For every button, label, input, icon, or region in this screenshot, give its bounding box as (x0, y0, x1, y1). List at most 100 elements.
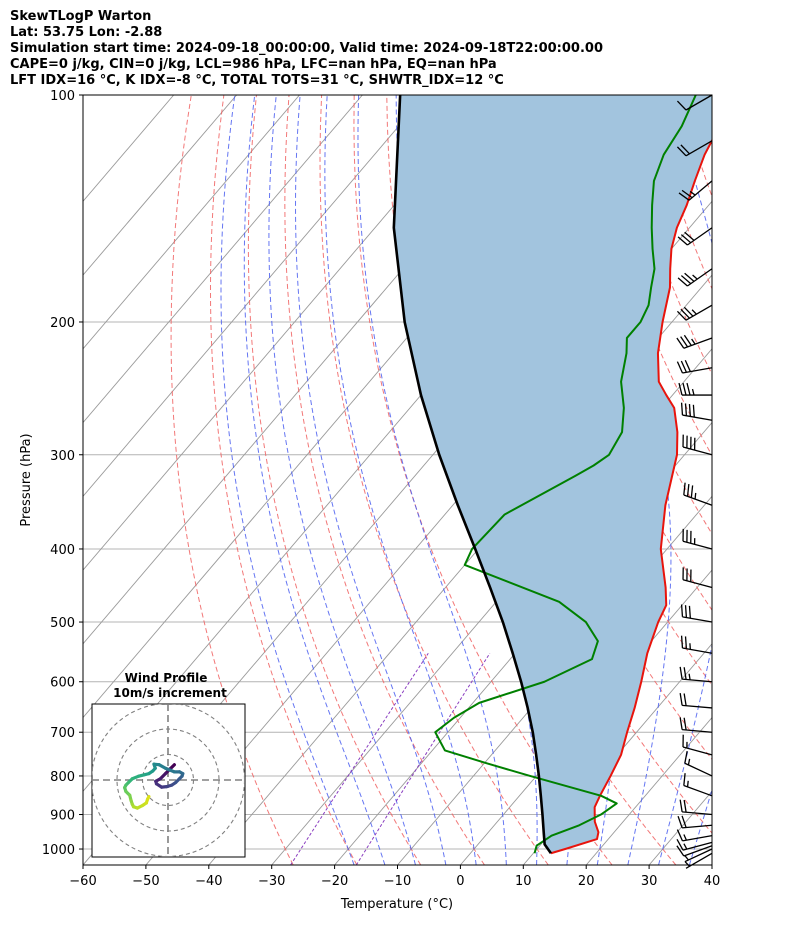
dry-adiabat (484, 95, 712, 686)
dry-adiabat (745, 95, 794, 865)
x-tick-label: 20 (578, 874, 595, 889)
hodograph-subtitle: 10m/s increment (113, 686, 227, 700)
isotherm-line (711, 864, 712, 865)
dry-adiabat (778, 95, 794, 865)
wind-barb (676, 845, 713, 857)
hodograph-rings (92, 704, 245, 857)
isotherm-line (522, 643, 712, 865)
x-axis-label: Temperature (°C) (340, 897, 453, 912)
cape-region (393, 95, 712, 854)
y-tick-label: 600 (50, 676, 75, 691)
wind-barb (682, 528, 713, 550)
wind-barb (682, 434, 713, 456)
wind-barb (676, 839, 713, 851)
x-tick-label: 0 (456, 874, 464, 889)
isotherm-line (83, 95, 426, 497)
dry-adiabat (713, 95, 794, 865)
wind-barb (679, 717, 713, 733)
x-tick-label: −50 (132, 874, 159, 889)
wind-barb (683, 773, 713, 797)
wind-barb (682, 567, 713, 589)
wind-barb (684, 751, 713, 777)
isotherm-line (585, 716, 712, 865)
hodograph-segment (163, 766, 176, 774)
hodograph-title: Wind Profile (125, 671, 208, 685)
moist-adiabat (720, 95, 794, 865)
x-tick-label: 40 (704, 874, 721, 889)
isotherm-line (83, 95, 237, 276)
dry-adiabat (284, 95, 485, 865)
wind-barb (676, 94, 713, 111)
wind-barb (676, 304, 713, 321)
wind-barb (682, 734, 713, 756)
moist-adiabat (268, 95, 416, 865)
y-tick-label: 800 (50, 770, 75, 785)
y-tick-label: 500 (50, 616, 75, 631)
cin-shading (393, 95, 712, 854)
wind-barb (677, 815, 713, 829)
wind-barb (684, 852, 713, 869)
isotherm-line (83, 95, 300, 350)
isotherm-line (83, 95, 489, 571)
x-tick-label: −30 (258, 874, 285, 889)
moist-adiabat (243, 95, 386, 865)
hodograph-ring (92, 704, 245, 857)
y-tick-label: 300 (50, 449, 75, 464)
wind-barb (680, 635, 713, 654)
wind-barbs (676, 94, 713, 869)
dry-adiabat (319, 95, 549, 865)
wind-barb (676, 140, 713, 157)
y-tick-label: 200 (50, 316, 75, 331)
wind-barb (679, 799, 713, 816)
moist-adiabat (220, 95, 355, 865)
mixing-ratio-line (355, 652, 491, 865)
simulation-times: Simulation start time: 2024-09-18_00:00:… (10, 41, 603, 56)
wind-barb (676, 829, 713, 842)
wind-barb (678, 382, 712, 396)
y-tick-label: 900 (50, 809, 75, 824)
wind-barb (677, 227, 713, 246)
moist-adiabat (658, 95, 712, 865)
x-tick-label: −60 (69, 874, 96, 889)
wind-barb (678, 180, 713, 201)
wind-barb (677, 268, 713, 287)
moist-adiabat (357, 95, 507, 865)
moist-adiabat (324, 95, 477, 865)
x-axis-ticks: −60 −50 −40 −30 −20 −10 0 10 20 30 40 (69, 865, 720, 889)
wind-barb (679, 693, 713, 709)
temperature-line (550, 138, 712, 855)
wind-barb (683, 482, 713, 506)
hodograph-inset: Wind Profile 10m/s increment (91, 671, 246, 858)
wind-barb (676, 334, 713, 349)
isotherm-line (775, 95, 794, 865)
x-tick-label: 30 (641, 874, 658, 889)
dry-adiabat (170, 95, 294, 865)
mixing-ratio-line (290, 652, 429, 865)
y-axis-label: Pressure (hPa) (19, 433, 34, 526)
isotherm-line (83, 95, 363, 424)
x-tick-label: 10 (515, 874, 532, 889)
isotherm-line (397, 495, 712, 865)
dry-adiabat (209, 95, 358, 865)
wind-barb (680, 402, 713, 421)
y-tick-label: 400 (50, 543, 75, 558)
stability-parameters-1: CAPE=0 j/kg, CIN=0 j/kg, LCL=986 hPa, LF… (10, 57, 497, 72)
hodograph-segment (146, 794, 151, 801)
wind-barb (676, 360, 713, 374)
dewpoint-line (434, 95, 697, 854)
parcel-profile-line (392, 95, 552, 855)
stability-parameters-2: LFT IDX=16 °C, K IDX=-8 °C, TOTAL TOTS=3… (10, 73, 504, 88)
x-tick-label: −40 (195, 874, 222, 889)
chart-title: SkewTLogP Warton (10, 9, 152, 24)
chart-header: SkewTLogP Warton Lat: 53.75 Lon: -2.88 S… (10, 9, 603, 89)
y-tick-label: 100 (50, 89, 75, 104)
location-coordinates: Lat: 53.75 Lon: -2.88 (10, 25, 163, 40)
wind-barb (679, 666, 713, 683)
y-tick-label: 1000 (42, 843, 75, 858)
profile-lines (392, 95, 712, 855)
x-tick-label: −10 (384, 874, 411, 889)
wind-barb (680, 604, 713, 623)
y-axis-ticks: 100 200 300 400 500 600 700 800 900 1000 (42, 89, 83, 858)
x-tick-label: −20 (321, 874, 348, 889)
